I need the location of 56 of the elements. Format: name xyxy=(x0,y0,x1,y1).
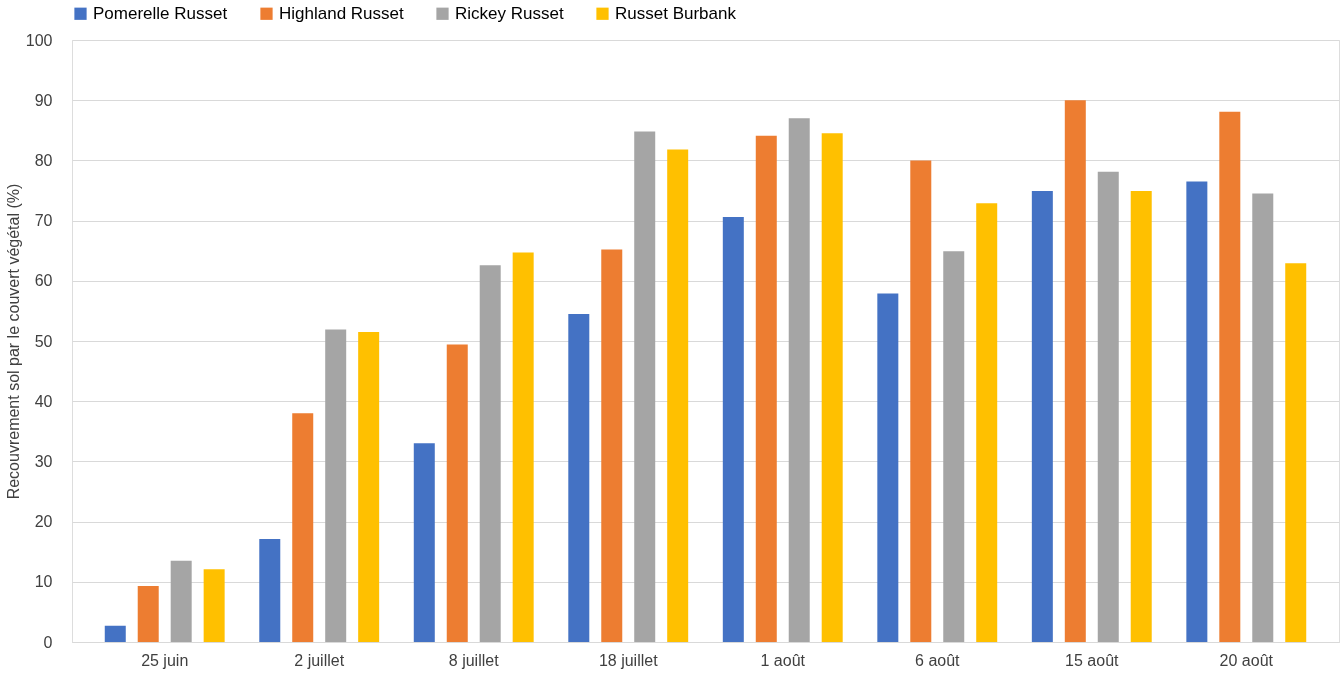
bar xyxy=(568,313,590,642)
bar xyxy=(634,131,656,642)
bar xyxy=(479,265,501,642)
legend-label: Highland Russet xyxy=(279,3,405,23)
bar xyxy=(722,216,744,642)
y-tick-label: 0 xyxy=(43,633,53,651)
x-tick-label: 6 août xyxy=(915,651,961,669)
x-tick-label: 8 juillet xyxy=(448,651,500,669)
bar xyxy=(910,160,932,642)
bar xyxy=(170,560,192,642)
bar xyxy=(755,135,777,642)
bar xyxy=(137,586,159,642)
legend-label: Russet Burbank xyxy=(615,3,737,23)
bar xyxy=(358,331,380,642)
bar xyxy=(1219,111,1241,642)
bar xyxy=(601,249,623,642)
bar xyxy=(512,252,534,642)
bar xyxy=(943,251,965,642)
y-tick-label: 90 xyxy=(34,91,53,109)
y-tick-label: 30 xyxy=(34,452,53,470)
legend-label: Rickey Russet xyxy=(455,3,564,23)
bar xyxy=(667,149,689,642)
bar xyxy=(1285,263,1307,642)
legend-label: Pomerelle Russet xyxy=(93,3,228,23)
bar xyxy=(976,203,998,642)
bar xyxy=(1097,171,1119,642)
y-tick-label: 40 xyxy=(34,392,53,410)
x-tick-label: 25 juin xyxy=(141,651,189,669)
bar xyxy=(446,344,468,642)
y-tick-label: 70 xyxy=(34,212,53,230)
x-tick-label: 1 août xyxy=(760,651,806,669)
bar xyxy=(877,293,899,642)
x-tick-label: 15 août xyxy=(1065,651,1120,669)
y-tick-label: 10 xyxy=(34,573,53,591)
y-tick-label: 100 xyxy=(25,31,53,49)
y-tick-label: 50 xyxy=(34,332,53,350)
bar xyxy=(1130,191,1152,642)
x-tick-label: 18 juillet xyxy=(598,651,659,669)
y-tick-label: 80 xyxy=(34,151,53,169)
y-tick-label: 60 xyxy=(34,272,53,290)
x-tick-label: 2 juillet xyxy=(294,651,345,669)
y-axis-title: Recouvrement sol par le couvert végétal (%) xyxy=(4,183,22,500)
bar xyxy=(788,118,810,642)
bar xyxy=(104,625,126,642)
y-tick-label: 20 xyxy=(34,513,53,531)
bar xyxy=(1031,191,1053,642)
bar xyxy=(821,133,843,642)
bar xyxy=(292,413,314,642)
bar xyxy=(1064,100,1086,642)
bar xyxy=(203,569,225,642)
bar xyxy=(1186,181,1208,642)
bar xyxy=(1252,193,1274,642)
bar xyxy=(259,539,281,642)
bar xyxy=(413,443,435,642)
bar xyxy=(325,329,347,642)
x-tick-label: 20 août xyxy=(1219,651,1274,669)
